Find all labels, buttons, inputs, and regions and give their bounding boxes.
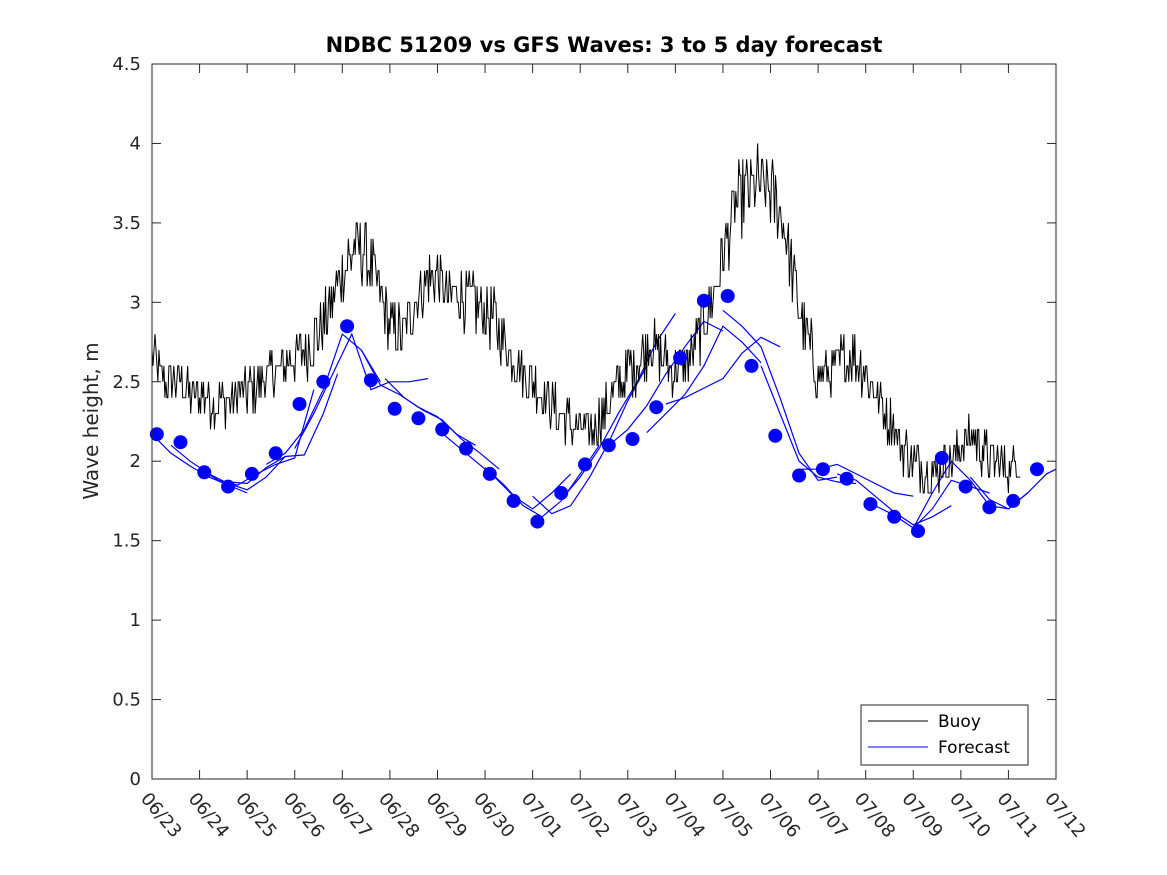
forecast-marker bbox=[1030, 462, 1044, 477]
y-tick-label: 0.5 bbox=[112, 690, 141, 711]
legend-label-buoy: Buoy bbox=[938, 712, 981, 732]
y-axis: 0 0.5 1 1.5 2 2.5 3 3.5 4 4.5 bbox=[112, 54, 1056, 790]
y-tick-label: 2.5 bbox=[112, 372, 141, 393]
forecast-marker bbox=[435, 422, 450, 437]
forecast-run-line bbox=[722, 309, 838, 481]
forecast-run-line bbox=[665, 336, 781, 405]
forecast-marker bbox=[792, 468, 807, 483]
forecast-marker bbox=[554, 486, 569, 500]
y-tick-label: 3.5 bbox=[112, 213, 141, 234]
forecast-marker bbox=[459, 441, 473, 456]
forecast-marker bbox=[578, 457, 592, 472]
forecast-marker bbox=[958, 479, 973, 494]
forecast-marker bbox=[268, 446, 283, 461]
y-tick-label: 4.5 bbox=[112, 54, 141, 75]
y-axis-label: Wave height, m bbox=[79, 342, 103, 499]
forecast-marker bbox=[506, 493, 521, 508]
axes-box bbox=[151, 63, 1057, 780]
y-tick-label: 1 bbox=[130, 610, 141, 631]
forecast-marker bbox=[839, 471, 854, 486]
forecast-marker bbox=[649, 400, 664, 415]
forecast-run-line bbox=[294, 332, 429, 449]
forecast-marker bbox=[1006, 493, 1021, 508]
legend-label-forecast: Forecast bbox=[938, 738, 1010, 758]
y-tick-label: 0 bbox=[130, 769, 141, 790]
forecast-marker bbox=[744, 358, 759, 373]
forecast-run-line bbox=[532, 365, 648, 515]
y-tick-label: 4 bbox=[130, 133, 141, 154]
forecast-marker bbox=[530, 514, 545, 529]
forecast-marker bbox=[720, 289, 735, 303]
forecast-marker bbox=[673, 350, 688, 365]
forecast-marker bbox=[149, 427, 164, 442]
forecast-marker bbox=[244, 466, 259, 481]
forecast-marker bbox=[982, 500, 997, 515]
forecast-marker bbox=[173, 435, 188, 450]
y-tick-label: 2 bbox=[130, 451, 141, 472]
legend: Buoy Forecast bbox=[860, 704, 1029, 766]
forecast-marker bbox=[482, 466, 497, 481]
forecast-marker bbox=[292, 397, 307, 411]
forecast-marker bbox=[363, 373, 378, 388]
forecast-marker bbox=[625, 432, 640, 446]
legend-box bbox=[860, 704, 1029, 766]
forecast-marker bbox=[934, 451, 949, 465]
axes-background bbox=[152, 64, 1056, 779]
forecast-marker bbox=[340, 319, 355, 334]
y-tick-label: 3 bbox=[130, 292, 141, 313]
forecast-marker bbox=[601, 438, 616, 453]
forecast-markers-group bbox=[149, 289, 1044, 539]
forecast-marker bbox=[696, 293, 711, 308]
forecast-marker bbox=[411, 411, 426, 426]
y-tick-label: 1.5 bbox=[112, 531, 141, 552]
forecast-marker bbox=[221, 479, 236, 494]
forecast-marker bbox=[863, 497, 878, 512]
forecast-marker bbox=[815, 462, 830, 477]
forecast-marker bbox=[768, 428, 783, 443]
chart-title: NDBC 51209 vs GFS Waves: 3 to 5 day fore… bbox=[326, 33, 883, 57]
forecast-marker bbox=[887, 509, 902, 524]
forecast-marker bbox=[387, 401, 402, 416]
forecast-marker bbox=[197, 465, 212, 480]
buoy-series-group bbox=[151, 143, 1021, 494]
buoy-line bbox=[151, 143, 1021, 494]
forecast-run-line bbox=[384, 378, 500, 470]
forecast-marker bbox=[316, 374, 331, 389]
forecast-run-line bbox=[228, 373, 339, 485]
forecast-marker bbox=[911, 524, 925, 539]
forecast-run-line bbox=[646, 325, 762, 434]
